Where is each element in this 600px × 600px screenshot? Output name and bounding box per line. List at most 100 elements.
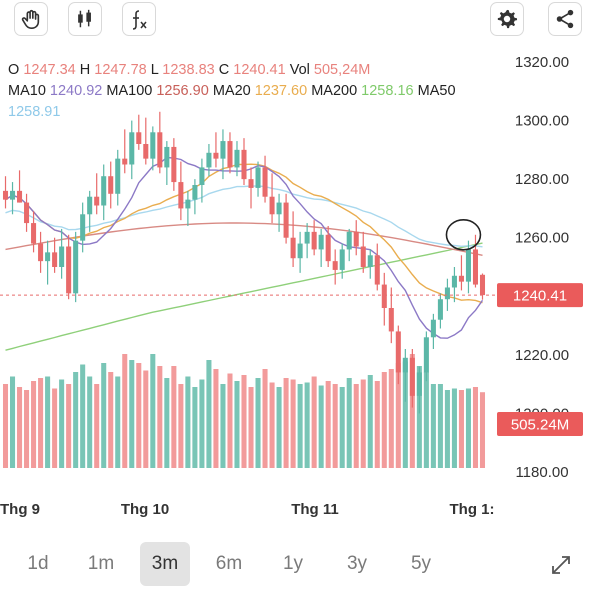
volume-bar bbox=[87, 376, 93, 468]
toolbar bbox=[0, 0, 600, 42]
volume-bar bbox=[430, 384, 436, 468]
candle-body bbox=[164, 146, 170, 168]
candle-body bbox=[185, 199, 191, 209]
volume-bar bbox=[73, 372, 79, 468]
volume-bar bbox=[367, 375, 373, 468]
tab-6m[interactable]: 6m bbox=[215, 553, 243, 574]
volume-bar bbox=[458, 390, 464, 468]
candle-body bbox=[262, 167, 268, 197]
candle-body bbox=[437, 299, 443, 320]
candle-body bbox=[24, 202, 30, 224]
candle-body bbox=[87, 196, 93, 215]
candle-body bbox=[304, 231, 310, 244]
volume-bar bbox=[80, 364, 86, 468]
candle-body bbox=[101, 176, 107, 206]
candle-body bbox=[241, 149, 247, 180]
volume-bar bbox=[325, 381, 331, 468]
close-value: 1240.41 bbox=[233, 62, 286, 78]
candle-body bbox=[171, 146, 177, 183]
candle-body bbox=[479, 274, 486, 296]
volume-bar bbox=[311, 376, 317, 468]
volume-bar bbox=[374, 381, 380, 468]
volume-bar bbox=[444, 390, 450, 468]
volume-bar bbox=[304, 382, 310, 468]
candlestick-icon[interactable] bbox=[68, 2, 102, 36]
candle-body bbox=[206, 152, 212, 168]
last-price-tag-label: 1240.41 bbox=[513, 288, 567, 305]
volume-bar bbox=[395, 363, 401, 468]
volume-bar bbox=[206, 360, 212, 468]
volume-bar bbox=[339, 387, 345, 468]
candle-body bbox=[388, 308, 394, 332]
ma10-label: MA10 bbox=[8, 83, 46, 99]
volume-bar bbox=[24, 390, 30, 468]
volume-bar bbox=[94, 384, 100, 468]
volume-bar bbox=[423, 372, 429, 468]
candle-body bbox=[402, 357, 408, 373]
volume-bar bbox=[108, 372, 114, 468]
ma50-value: 1258.91 bbox=[8, 104, 61, 120]
volume-bar bbox=[241, 375, 247, 468]
expand-icon[interactable] bbox=[546, 550, 576, 580]
candle-body bbox=[430, 319, 436, 338]
volume-bar bbox=[346, 378, 352, 468]
last-volume-tag bbox=[497, 412, 583, 436]
last-volume-tag-label: 505.24M bbox=[511, 417, 569, 434]
volume-bar bbox=[9, 376, 16, 468]
candle-body bbox=[115, 158, 121, 194]
candle-body bbox=[220, 141, 226, 159]
x-axis-label: Thg 9 bbox=[0, 501, 40, 518]
open-label: O bbox=[8, 62, 20, 78]
volume-bar bbox=[318, 385, 324, 468]
candle-body bbox=[150, 132, 156, 159]
volume-bar bbox=[479, 392, 486, 468]
hand-icon[interactable] bbox=[14, 2, 48, 36]
candle-body bbox=[339, 249, 345, 270]
volume-bar bbox=[178, 384, 184, 468]
tab-5y[interactable]: 5y bbox=[410, 553, 432, 574]
volume-bar bbox=[402, 361, 408, 468]
volume-bar bbox=[38, 378, 44, 468]
y-tick-label: 1260.00 bbox=[515, 230, 569, 247]
candle-body bbox=[178, 182, 184, 209]
volume-bar bbox=[360, 379, 366, 468]
candle-body bbox=[353, 231, 359, 247]
tab-3y[interactable]: 3y bbox=[346, 553, 368, 574]
ma20-label: MA20 bbox=[212, 83, 251, 99]
candle-body bbox=[38, 243, 44, 262]
tab-3m[interactable]: 3m bbox=[140, 542, 190, 586]
volume-bar bbox=[66, 384, 72, 468]
candle-body bbox=[157, 132, 163, 168]
volume-bar bbox=[472, 387, 479, 468]
candle-body bbox=[59, 246, 65, 267]
x-axis-label: Thg 1: bbox=[450, 501, 495, 518]
candle-body bbox=[297, 243, 303, 259]
volume-label: Vol bbox=[289, 62, 310, 78]
share-icon[interactable] bbox=[548, 2, 582, 36]
candle-body bbox=[269, 196, 275, 215]
ma200-value: 1258.16 bbox=[361, 83, 414, 99]
ma100-value: 1256.90 bbox=[156, 83, 209, 99]
volume-bar bbox=[227, 373, 233, 468]
tab-1y[interactable]: 1y bbox=[282, 553, 304, 574]
candle-body bbox=[136, 132, 142, 144]
volume-bar bbox=[59, 379, 65, 468]
ma50-label: MA50 bbox=[417, 83, 456, 99]
candle-body bbox=[248, 179, 254, 188]
candle-body bbox=[213, 152, 219, 159]
tab-1m[interactable]: 1m bbox=[87, 553, 115, 574]
candle-body bbox=[255, 167, 261, 188]
ma200-label: MA200 bbox=[311, 83, 358, 99]
candle-body bbox=[346, 231, 352, 250]
function-icon[interactable] bbox=[122, 2, 156, 36]
x-axis-label: Thg 10 bbox=[121, 501, 169, 518]
candle-body bbox=[458, 275, 464, 282]
candle-body bbox=[52, 252, 58, 267]
volume-bar bbox=[101, 363, 107, 468]
volume-bar bbox=[185, 376, 191, 468]
volume-bar bbox=[192, 387, 198, 468]
tab-1d[interactable]: 1d bbox=[27, 553, 49, 574]
gear-icon[interactable] bbox=[490, 2, 524, 36]
candle-body bbox=[227, 141, 233, 168]
